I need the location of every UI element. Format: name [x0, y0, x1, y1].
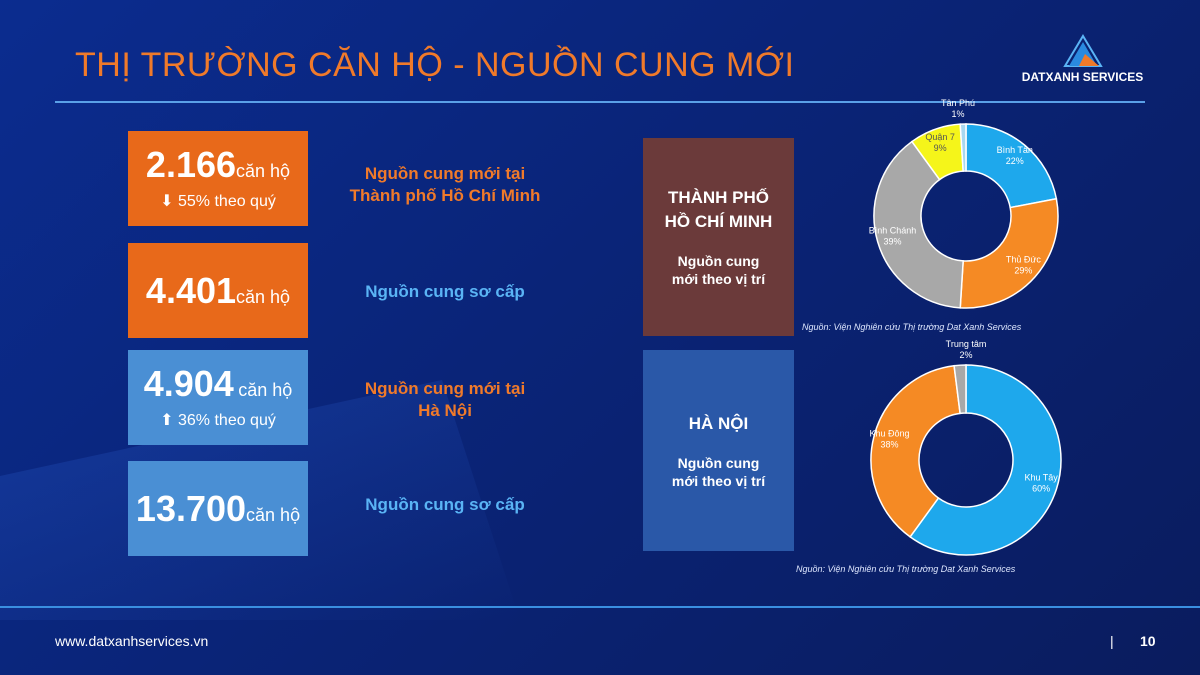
stat-change: 55% theo quý: [178, 192, 276, 210]
donut-slice: [953, 364, 967, 415]
stat-desc: Nguồn cung sơ cấp: [365, 282, 525, 301]
donut-slice: [909, 364, 1062, 556]
donut-slice: [870, 364, 961, 538]
stat-value: 4.904: [143, 362, 234, 404]
slice-label: Trung tâm: [946, 339, 987, 349]
stat-box-hn-new: 4.904 căn hộ ⬆ 36% theo quý: [128, 350, 308, 445]
slice-label: Khu Đông: [869, 428, 909, 438]
stat-unit: căn hộ: [236, 286, 291, 307]
stat-desc: Nguồn cung mới tại Hà Nội: [364, 379, 526, 420]
stat-desc: Nguồn cung sơ cấp: [365, 495, 525, 514]
stat-desc: Nguồn cung mới tại Thành phố Hồ Chí Minh: [349, 164, 541, 205]
slice-label: Quận 7: [925, 132, 955, 142]
footer-separator: |: [1110, 633, 1114, 649]
slice-label: Tân Phú: [941, 98, 975, 108]
slice-label: Thủ Đức: [1006, 255, 1042, 265]
slice-value-label: 22%: [1006, 156, 1024, 166]
slice-value-label: 1%: [951, 109, 964, 119]
website-link[interactable]: www.datxanhservices.vn: [55, 633, 209, 649]
panel-hcm: THÀNH PHỐ HỒ CHÍ MINH Nguồn cung mới theo…: [643, 138, 794, 336]
slice-label: Khu Tây: [1024, 472, 1058, 482]
stat-value: 13.700: [135, 487, 247, 529]
panel-hanoi: HÀ NỘI Nguồn cung mới theo vị trí: [643, 350, 794, 551]
stat-box-hcm-primary: 4.401căn hộ: [128, 243, 308, 338]
slice-label: Bình Tân: [997, 145, 1033, 155]
page-number: 10: [1140, 633, 1156, 649]
logo: DATXANH SERVICES: [1020, 34, 1145, 84]
chart-source: Nguồn: Viện Nghiên cứu Thị trường Dat Xa…: [802, 322, 1022, 332]
stat-change: 36% theo quý: [178, 411, 276, 429]
chart-source: Nguồn: Viện Nghiên cứu Thị trường Dat Xa…: [796, 564, 1016, 574]
donut-slice: [959, 197, 1059, 309]
page-title: THỊ TRƯỜNG CĂN HỘ - NGUỒN CUNG MỚI: [75, 46, 795, 84]
slice-value-label: 39%: [884, 236, 902, 246]
footer-divider: [0, 606, 1200, 608]
donut-slice: [873, 140, 964, 309]
slice-value-label: 2%: [959, 350, 972, 360]
stat-unit: căn hộ: [236, 160, 291, 181]
stat-box-hcm-new: 2.166căn hộ ⬇ 55% theo quý: [128, 131, 308, 226]
slice-value-label: 29%: [1014, 266, 1032, 276]
slice-value-label: 60%: [1032, 483, 1050, 493]
panel-title: HỒ CHÍ MINH: [664, 212, 773, 231]
arrow-up-icon: ⬆: [160, 411, 174, 429]
stat-unit: căn hộ: [238, 379, 293, 400]
logo-mark-icon: [1062, 34, 1103, 67]
stat-box-hn-primary: 13.700căn hộ: [128, 461, 308, 556]
arrow-down-icon: ⬇: [160, 192, 174, 210]
stat-unit: căn hộ: [246, 504, 301, 525]
stat-value: 2.166: [145, 143, 237, 185]
slice-label: Bình Chánh: [869, 225, 917, 235]
slice-value-label: 38%: [880, 439, 898, 449]
stat-value: 4.401: [145, 269, 237, 311]
slice-value-label: 9%: [934, 143, 947, 153]
logo-text: DATXANH SERVICES: [1021, 70, 1144, 84]
title-divider: [55, 101, 1145, 103]
panel-title: HÀ NỘI: [688, 413, 749, 433]
donut-slice: [959, 123, 967, 172]
panel-title: THÀNH PHỐ: [667, 188, 770, 207]
